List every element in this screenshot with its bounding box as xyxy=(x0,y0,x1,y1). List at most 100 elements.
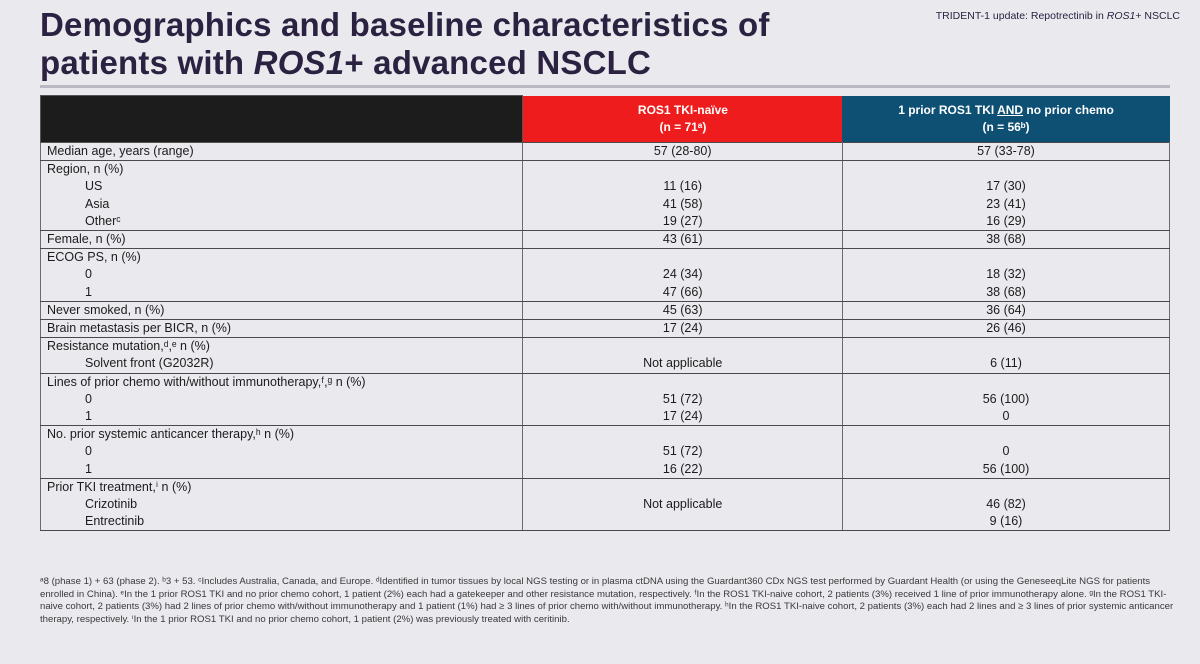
row-label: US xyxy=(39,178,524,196)
row-label: Solvent front (G2032R) xyxy=(39,355,524,374)
tki-naive-value xyxy=(522,513,843,532)
row-label: 1 xyxy=(39,460,524,479)
tki-naive-value: 51 (72) xyxy=(522,443,843,461)
prior-tki-value: 46 (82) xyxy=(841,496,1171,514)
tki-naive-value: 43 (61) xyxy=(522,230,843,250)
prior-tki-value: 9 (16) xyxy=(841,513,1171,532)
row-label: Female, n (%) xyxy=(39,230,524,250)
table-row: 0 51 (72) 56 (100) xyxy=(39,390,1171,409)
row-label: Brain metastasis per BICR, n (%) xyxy=(39,319,524,339)
row-label: 0 xyxy=(39,266,524,284)
header-prior-tki-and: AND xyxy=(997,102,1024,117)
header-prior-tki-pre: 1 prior ROS1 TKI xyxy=(898,102,998,117)
footnotes: ᵃ8 (phase 1) + 63 (phase 2). ᵇ3 + 53. ᶜI… xyxy=(40,576,1174,625)
title-line-2-italic: ROS1 xyxy=(253,44,345,81)
header-blank-cell xyxy=(39,95,524,143)
prior-tki-value xyxy=(841,160,1171,179)
table-row: Lines of prior chemo with/without immuno… xyxy=(39,372,1171,391)
table-row: Resistance mutation,ᵈ,ᵉ n (%) xyxy=(39,337,1171,356)
prior-tki-value xyxy=(841,248,1171,267)
table-row: 1 47 (66) 38 (68) xyxy=(39,283,1171,302)
table-row: Brain metastasis per BICR, n (%) 17 (24)… xyxy=(39,319,1171,339)
header-tki-naive-label: ROS1 TKI-naïve xyxy=(637,102,728,117)
study-tag: TRIDENT-1 update: Repotrectinib in ROS1+… xyxy=(936,10,1180,22)
table-row: Prior TKI treatment,ⁱ n (%) xyxy=(39,477,1171,497)
header-prior-tki-post: no prior chemo xyxy=(1023,102,1114,117)
characteristics-table: ROS1 TKI-naïve (n = 71ᵃ) 1 prior ROS1 TK… xyxy=(39,95,1171,532)
tki-naive-value: 47 (66) xyxy=(522,283,843,302)
tki-naive-value xyxy=(522,337,843,356)
row-label: No. prior systemic anticancer therapy,ʰ … xyxy=(39,425,524,444)
tki-naive-value xyxy=(522,372,843,391)
prior-tki-value xyxy=(841,337,1171,356)
row-label: Asia xyxy=(39,195,524,213)
prior-tki-value: 26 (46) xyxy=(841,319,1171,339)
row-label: Entrectinib xyxy=(39,513,524,532)
prior-tki-value xyxy=(841,372,1171,391)
title-line-1: Demographics and baseline characteristic… xyxy=(40,6,770,43)
tki-naive-value: 45 (63) xyxy=(522,300,843,321)
table-row: 1 17 (24) 0 xyxy=(39,408,1171,427)
row-label: Region, n (%) xyxy=(39,160,524,179)
prior-tki-value: 17 (30) xyxy=(841,178,1171,196)
table-row: No. prior systemic anticancer therapy,ʰ … xyxy=(39,425,1171,444)
row-label: Median age, years (range) xyxy=(39,141,524,162)
prior-tki-value: 56 (100) xyxy=(841,390,1171,409)
row-label: Never smoked, n (%) xyxy=(39,300,524,321)
row-label: Resistance mutation,ᵈ,ᵉ n (%) xyxy=(39,337,524,356)
prior-tki-value: 16 (29) xyxy=(841,212,1171,232)
table-row: 1 16 (22) 56 (100) xyxy=(39,460,1171,479)
table-row: Crizotinib Not applicable 46 (82) xyxy=(39,496,1171,514)
prior-tki-value xyxy=(841,477,1171,497)
prior-tki-value: 23 (41) xyxy=(841,195,1171,213)
row-label: Crizotinib xyxy=(39,496,524,514)
table-row: Never smoked, n (%) 45 (63) 36 (64) xyxy=(39,300,1171,321)
tki-naive-value xyxy=(522,248,843,267)
table-row: Solvent front (G2032R) Not applicable 6 … xyxy=(39,355,1171,374)
row-label: 0 xyxy=(39,443,524,461)
tag-pre: TRIDENT-1 update: Repotrectinib in xyxy=(935,10,1107,22)
row-label: Lines of prior chemo with/without immuno… xyxy=(39,372,524,391)
table-header-row: ROS1 TKI-naïve (n = 71ᵃ) 1 prior ROS1 TK… xyxy=(39,95,1170,143)
header-tki-naive: ROS1 TKI-naïve (n = 71ᵃ) xyxy=(522,95,843,143)
title-line-2-post: + advanced NSCLC xyxy=(344,44,652,81)
header-tki-naive-n: (n = 71ᵃ) xyxy=(659,119,707,134)
prior-tki-value: 0 xyxy=(841,443,1171,461)
tki-naive-value: 17 (24) xyxy=(522,408,843,427)
tki-naive-value: 24 (34) xyxy=(522,266,843,284)
tki-naive-value: 16 (22) xyxy=(522,460,843,479)
table-row: Female, n (%) 43 (61) 38 (68) xyxy=(39,230,1171,250)
tag-italic: ROS1 xyxy=(1106,10,1136,22)
prior-tki-value: 38 (68) xyxy=(841,230,1171,250)
tki-naive-value: 57 (28-80) xyxy=(522,141,843,162)
table-row: Median age, years (range) 57 (28-80) 57 … xyxy=(39,141,1171,162)
prior-tki-value: 18 (32) xyxy=(841,266,1171,284)
tki-naive-value xyxy=(522,160,843,179)
header-prior-tki-n: (n = 56ᵇ) xyxy=(982,119,1030,134)
tki-naive-value: Not applicable xyxy=(522,496,843,514)
row-label: Prior TKI treatment,ⁱ n (%) xyxy=(39,477,524,497)
prior-tki-value xyxy=(841,425,1171,444)
tki-naive-value xyxy=(522,477,843,497)
table-row: 0 51 (72) 0 xyxy=(39,443,1171,461)
table-row: ECOG PS, n (%) xyxy=(39,248,1171,267)
table-row: Asia 41 (58) 23 (41) xyxy=(39,195,1171,213)
title-divider xyxy=(40,85,1170,88)
table-row: Entrectinib 9 (16) xyxy=(39,513,1171,532)
tki-naive-value: 17 (24) xyxy=(522,319,843,339)
row-label: ECOG PS, n (%) xyxy=(39,248,524,267)
tki-naive-value: 51 (72) xyxy=(522,390,843,409)
table-row: Otherᶜ 19 (27) 16 (29) xyxy=(39,212,1171,232)
slide-title: Demographics and baseline characteristic… xyxy=(40,6,840,82)
prior-tki-value: 6 (11) xyxy=(841,355,1171,374)
prior-tki-value: 56 (100) xyxy=(841,460,1171,479)
prior-tki-value: 38 (68) xyxy=(841,283,1171,302)
row-label: 0 xyxy=(39,390,524,409)
tki-naive-value: Not applicable xyxy=(522,355,843,374)
table-row: 0 24 (34) 18 (32) xyxy=(39,266,1171,284)
prior-tki-value: 57 (33-78) xyxy=(841,141,1171,162)
row-label: Otherᶜ xyxy=(39,212,524,232)
header-prior-tki: 1 prior ROS1 TKI AND no prior chemo (n =… xyxy=(842,95,1170,143)
prior-tki-value: 36 (64) xyxy=(841,300,1171,321)
table-row: US 11 (16) 17 (30) xyxy=(39,178,1171,196)
